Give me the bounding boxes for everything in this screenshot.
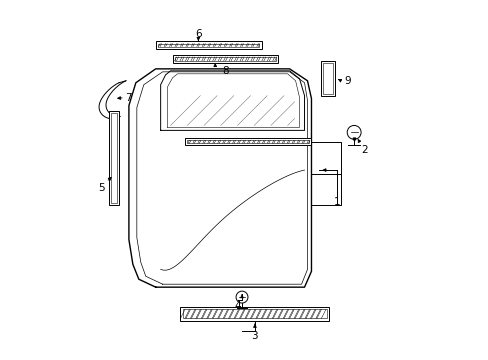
Text: 7: 7 xyxy=(125,93,132,103)
Text: 6: 6 xyxy=(195,29,201,39)
Bar xyxy=(323,63,333,94)
Text: 3: 3 xyxy=(251,331,258,341)
Text: 9: 9 xyxy=(343,76,350,86)
Bar xyxy=(174,57,275,61)
Bar xyxy=(158,44,259,46)
Text: 8: 8 xyxy=(222,66,228,76)
Bar xyxy=(321,61,335,96)
Bar xyxy=(187,140,309,143)
Bar xyxy=(111,113,117,203)
Bar xyxy=(183,310,326,319)
Bar xyxy=(172,55,277,63)
Text: 1: 1 xyxy=(333,197,340,207)
Bar xyxy=(185,138,311,145)
Bar xyxy=(155,41,262,49)
Text: 4: 4 xyxy=(234,301,241,311)
Bar xyxy=(109,111,119,205)
Text: 5: 5 xyxy=(98,183,104,193)
Bar xyxy=(180,307,328,321)
Text: 2: 2 xyxy=(360,145,366,155)
